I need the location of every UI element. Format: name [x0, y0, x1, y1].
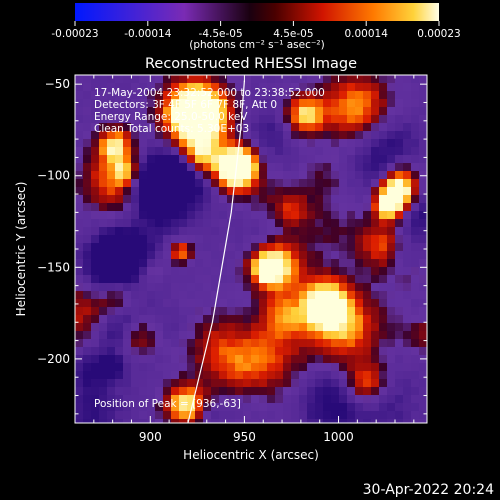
plot-title: Reconstructed RHESSI Image — [145, 56, 357, 72]
colorbar-ticks: -0.00023 -0.00014 -4.5e-05 4.5e-05 0.00014 0.… — [51, 21, 461, 40]
annotation-clean: Clean Total counts: 5.30E+03 — [94, 123, 249, 135]
annotation-energy: Energy Range: 25.0-50.0 keV — [94, 111, 248, 123]
y-tick-label: −200 — [37, 352, 70, 366]
colorbar-tick-label: -4.5e-05 — [199, 28, 243, 40]
y-tick-label: −150 — [37, 260, 70, 274]
colorbar-tick-label: 0.00023 — [417, 28, 460, 40]
axis-ticks: 900 950 1000 −50 −100 −150 −200 — [37, 75, 427, 444]
colorbar-tick-label: 0.00014 — [344, 28, 388, 40]
annotation-time-range: 17-May-2004 23:32:52.000 to 23:38:52.000 — [94, 87, 325, 99]
x-tick-label: 900 — [139, 430, 162, 444]
colorbar-tick-label: -0.00023 — [51, 28, 98, 40]
x-tick-label: 950 — [233, 430, 256, 444]
y-tick-label: −100 — [37, 169, 70, 183]
annotation-peak-position: Position of Peak = [936,-63] — [94, 398, 241, 410]
reconstructed-image — [75, 75, 427, 423]
colorbar-units-label: (photons cm⁻² s⁻¹ asec⁻²) — [189, 39, 324, 51]
colorbar — [75, 3, 439, 21]
annotation-detectors: Detectors: 3F 4F 5F 6F 7F 8F, Att 0 — [94, 99, 277, 111]
colorbar-tick-label: -0.00014 — [124, 28, 172, 40]
y-axis-label: Heliocentric Y (arcsec) — [14, 182, 28, 317]
timestamp: 30-Apr-2022 20:24 — [362, 482, 494, 498]
y-tick-label: −50 — [45, 77, 70, 91]
x-tick-label: 1000 — [323, 430, 354, 444]
colorbar-tick-label: 4.5e-05 — [273, 28, 313, 40]
solar-limb-curve — [187, 80, 246, 423]
x-axis-label: Heliocentric X (arcsec) — [183, 448, 319, 462]
